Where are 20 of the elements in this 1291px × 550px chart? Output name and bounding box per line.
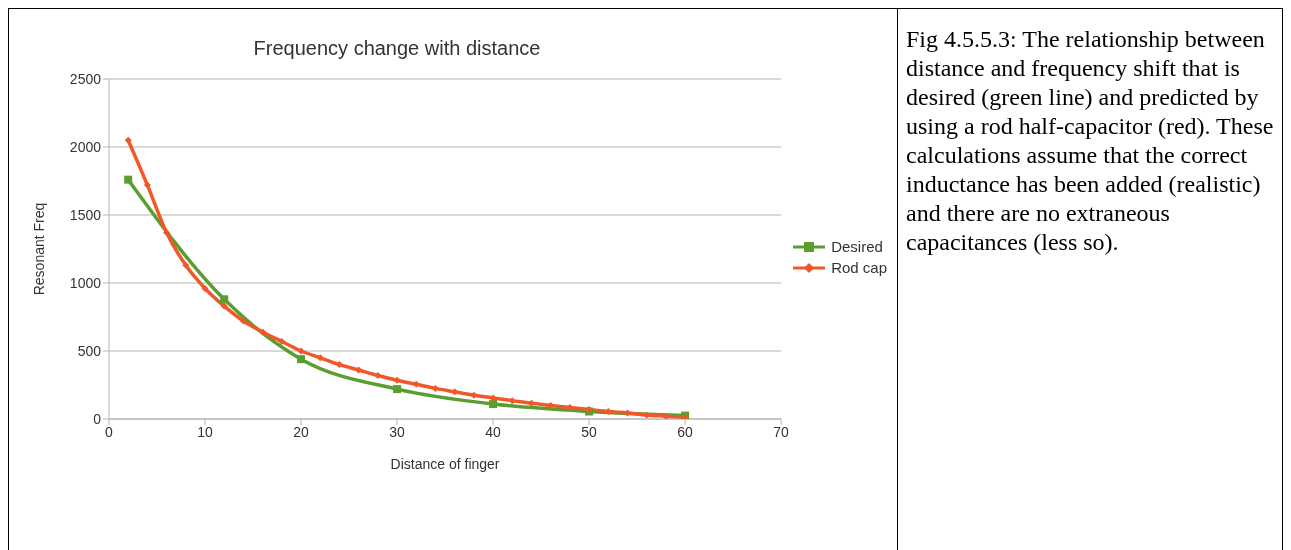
x-tick-label: 60 bbox=[677, 423, 694, 440]
x-axis-title: Distance of finger bbox=[390, 456, 500, 472]
y-tick-label: 2000 bbox=[69, 138, 102, 155]
y-tick-label: 2500 bbox=[69, 70, 102, 87]
x-tick-label: 10 bbox=[197, 423, 214, 440]
x-tick-label: 70 bbox=[773, 423, 790, 440]
y-tick-label: 500 bbox=[77, 342, 102, 359]
y-tick-label: 0 bbox=[93, 410, 102, 427]
x-tick-label: 50 bbox=[581, 423, 598, 440]
x-tick-label: 0 bbox=[105, 423, 114, 440]
x-tick-label: 20 bbox=[293, 423, 310, 440]
legend-label: Rod cap bbox=[831, 259, 887, 276]
x-tick-label: 40 bbox=[485, 423, 502, 440]
y-axis-title: Resonant Freq bbox=[30, 202, 47, 296]
y-tick-label: 1000 bbox=[69, 274, 102, 291]
caption: Fig 4.5.5.3: The relationship between distance and frequency shift that is desired (green line) and predicted by using a rod half-capacitor (red). These calculations assume that the correct inductance has been added (realistic) and there are no extraneous capacitances (less so). bbox=[906, 25, 1275, 257]
legend-label: Desired bbox=[831, 238, 883, 255]
y-tick-label: 1500 bbox=[69, 206, 102, 223]
chart-title: Frequency change with distance bbox=[253, 37, 541, 59]
x-tick-label: 30 bbox=[389, 423, 406, 440]
